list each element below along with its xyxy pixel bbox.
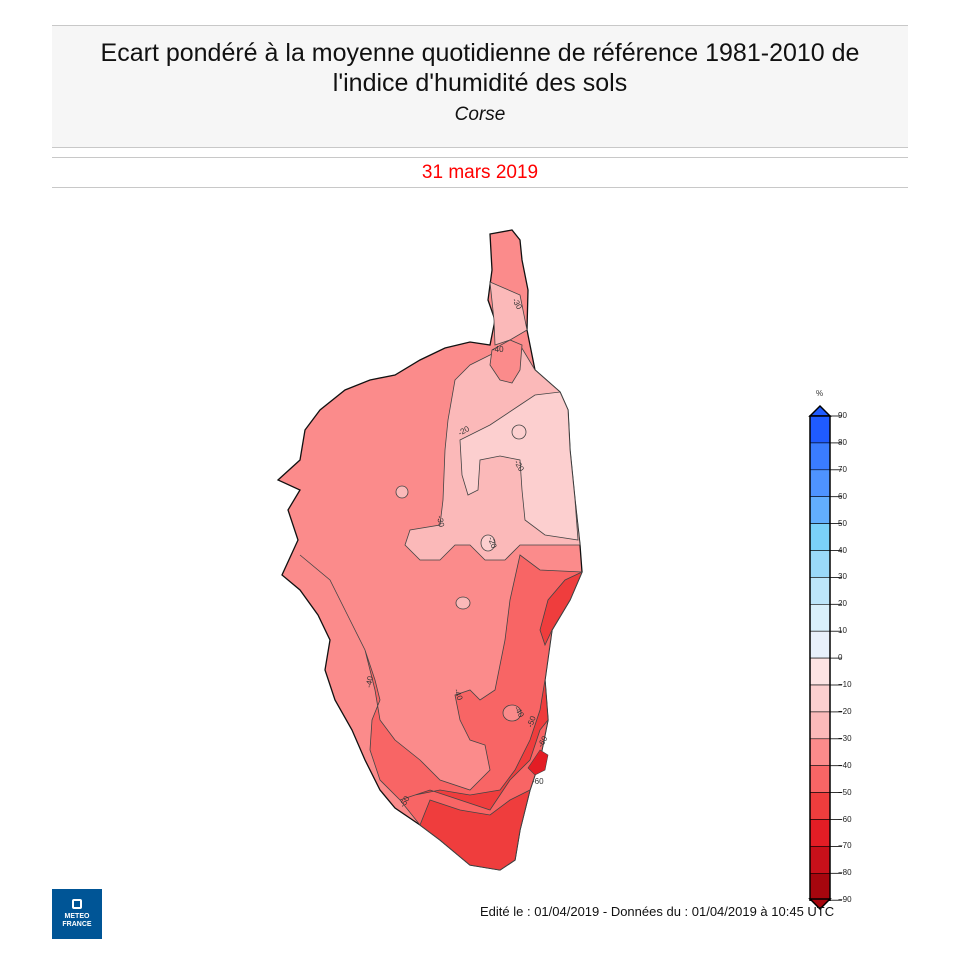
contour-label: -60 — [532, 777, 544, 786]
legend-tick-label: 70 — [838, 464, 847, 474]
date-panel: 31 mars 2019 — [52, 157, 908, 188]
isolated-cell — [502, 704, 522, 722]
legend-bin — [809, 657, 831, 686]
legend-bin — [809, 469, 831, 498]
legend-bin — [809, 630, 831, 659]
contour-label: -40 — [452, 688, 465, 702]
zone-minus10-20 — [459, 391, 579, 541]
legend-bin — [809, 765, 831, 793]
edition-info: Edité le : 01/04/2019 - Données du : 01/… — [480, 904, 835, 919]
region-name: Corse — [454, 104, 506, 125]
isolated-cell — [480, 534, 496, 552]
legend-bottom-arrow-icon — [808, 898, 832, 911]
contour-label: -20 — [486, 536, 499, 550]
legend-bin — [809, 846, 831, 874]
legend-bin — [809, 415, 831, 444]
legend-bin — [809, 792, 831, 820]
legend-tick-label: 90 — [838, 411, 847, 420]
legend-unit: % — [816, 389, 824, 398]
zone-minus30-40-cape-inner — [489, 339, 523, 384]
legend-tick-label: 40 — [838, 545, 847, 555]
legend-tick-label: −60 — [838, 814, 852, 824]
map-title: Ecart pondéré à la moyenne quotidienne d… — [100, 39, 860, 97]
legend-tick-label: −10 — [838, 680, 852, 689]
legend-tick-label: 50 — [838, 518, 847, 528]
legend-bin — [809, 442, 831, 471]
legend-tick-label: −80 — [838, 868, 852, 878]
legend-bin — [809, 872, 831, 901]
contour-label: -40 — [492, 345, 504, 354]
legend-bars — [809, 415, 842, 901]
isolated-cell — [511, 424, 527, 440]
legend-tick-label: −50 — [838, 787, 852, 797]
legend-top-arrow-icon — [808, 404, 832, 417]
legend-tick-label: −70 — [838, 841, 852, 851]
legend-bin — [809, 496, 831, 524]
legend-bin — [809, 604, 831, 632]
legend-tick-label: 60 — [838, 491, 847, 501]
legend-bin — [809, 738, 831, 766]
legend-tick-label: −40 — [838, 760, 852, 770]
legend-bin — [809, 550, 831, 578]
meteo-france-emblem-icon — [72, 899, 82, 909]
zone-minus60-70 — [527, 749, 549, 776]
zone-minus50-60 — [399, 679, 549, 871]
contour-label: -50 — [525, 714, 538, 728]
legend-bin — [809, 819, 831, 847]
logo-line1: METEO — [64, 913, 90, 920]
legend-colorbar — [808, 404, 842, 911]
legend-tick-label: −30 — [838, 733, 852, 743]
isolated-cell — [395, 485, 409, 499]
legend-bin — [809, 711, 831, 740]
meteo-france-logo: METEO FRANCE — [52, 889, 102, 939]
legend-tick-label: 0 — [838, 653, 843, 663]
contour-label: -40 — [364, 675, 375, 688]
legend-tick-label: 30 — [838, 572, 847, 582]
legend-bin — [809, 577, 831, 605]
legend-tick-label: 80 — [838, 437, 847, 447]
legend-tick-label: 20 — [838, 599, 847, 609]
title-panel: Ecart pondéré à la moyenne quotidienne d… — [52, 25, 908, 148]
legend-tick-label: −90 — [838, 895, 852, 905]
contour-label: -30 — [435, 515, 446, 528]
zone-minus50-60-east — [539, 571, 583, 647]
isolated-cell — [455, 596, 471, 610]
map-date: 31 mars 2019 — [421, 162, 539, 183]
legend-bin — [809, 684, 831, 713]
logo-line2: FRANCE — [62, 921, 92, 928]
legend-bin — [809, 523, 831, 551]
legend-tick-label: −20 — [838, 706, 852, 716]
color-scale-legend: % 90 80 70 60 50 40 30 20 10 0 −10 −20 −30 −40 −50 −60 −… — [790, 385, 870, 915]
legend-tick-label: 10 — [838, 626, 847, 636]
